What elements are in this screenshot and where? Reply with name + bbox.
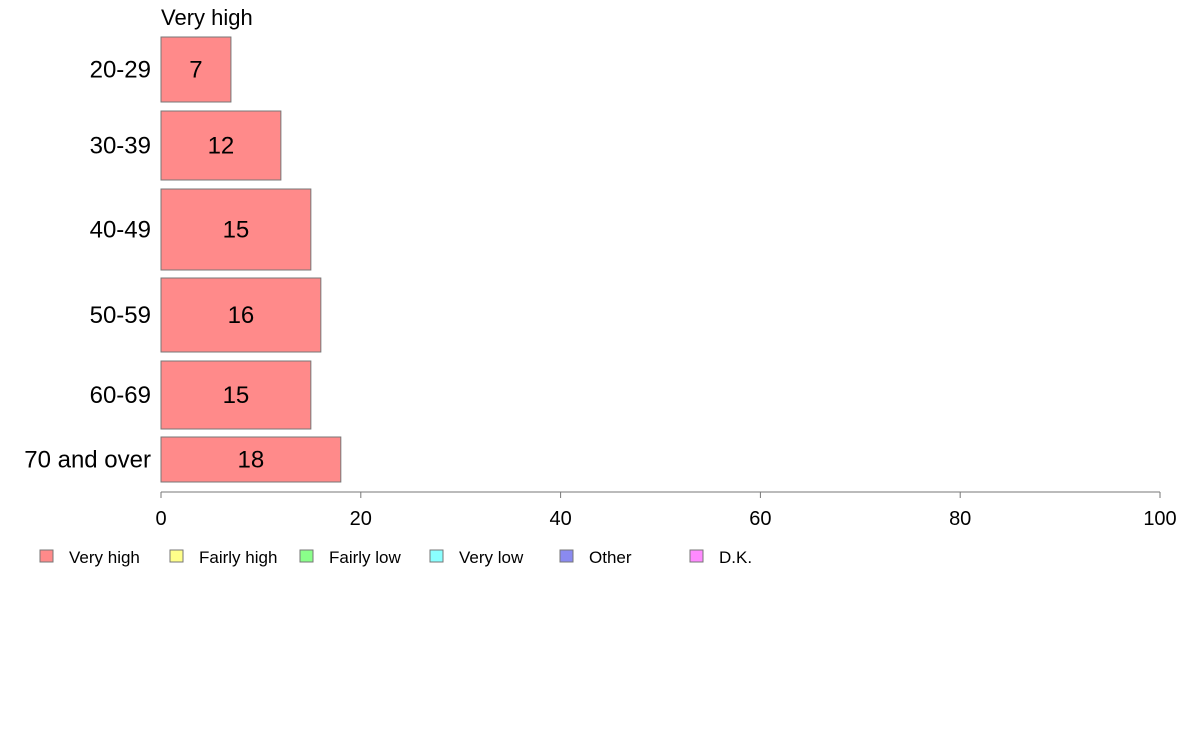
x-tick-label: 60 <box>749 508 771 530</box>
legend-label: Fairly low <box>329 548 402 567</box>
bar-60-69 <box>160 360 312 430</box>
x-axis: 0 20 40 60 80 100 <box>155 491 1177 530</box>
legend-swatch <box>429 549 444 563</box>
bar-40-49 <box>160 188 312 271</box>
legend-swatch <box>689 549 704 563</box>
category-label: 50-59 <box>90 302 151 329</box>
bar-70-and-over <box>160 436 342 483</box>
bar-value-label: 18 <box>238 447 265 474</box>
x-tick-label: 40 <box>549 508 571 530</box>
category-label: 70 and over <box>24 447 151 474</box>
bar-50-59 <box>160 277 322 353</box>
category-label: 20-29 <box>90 57 151 84</box>
legend-label: Very low <box>459 548 524 567</box>
bar-20-29 <box>160 36 232 103</box>
bar-value-label: 16 <box>228 302 255 329</box>
category-labels: 20-29 30-39 40-49 50-59 60-69 70 and over <box>24 57 151 474</box>
x-tick-label: 0 <box>155 508 166 530</box>
bar-30-39 <box>160 110 282 181</box>
legend-label: Other <box>589 548 632 567</box>
bar-value-label: 12 <box>208 133 235 160</box>
category-label: 60-69 <box>90 382 151 409</box>
x-tick-label: 100 <box>1143 508 1176 530</box>
category-label: 30-39 <box>90 133 151 160</box>
bar-value-label: 7 <box>189 57 202 84</box>
bars-group <box>160 36 342 483</box>
category-label: 40-49 <box>90 217 151 244</box>
bar-value-label: 15 <box>223 382 250 409</box>
legend-label: D.K. <box>719 548 752 567</box>
x-tick-label: 20 <box>350 508 372 530</box>
panel-title: Very high <box>161 5 253 30</box>
legend-label: Fairly high <box>199 548 277 567</box>
legend-swatch <box>169 549 184 563</box>
data-labels: 7 12 15 16 15 18 <box>189 57 264 474</box>
legend-swatch <box>39 549 54 563</box>
legend: Very high Fairly high Fairly low Very low Ot… <box>39 548 752 567</box>
legend-label: Very high <box>69 548 140 567</box>
x-tick-label: 80 <box>949 508 971 530</box>
legend-swatch <box>559 549 574 563</box>
legend-swatch <box>299 549 314 563</box>
bar-value-label: 15 <box>223 217 250 244</box>
